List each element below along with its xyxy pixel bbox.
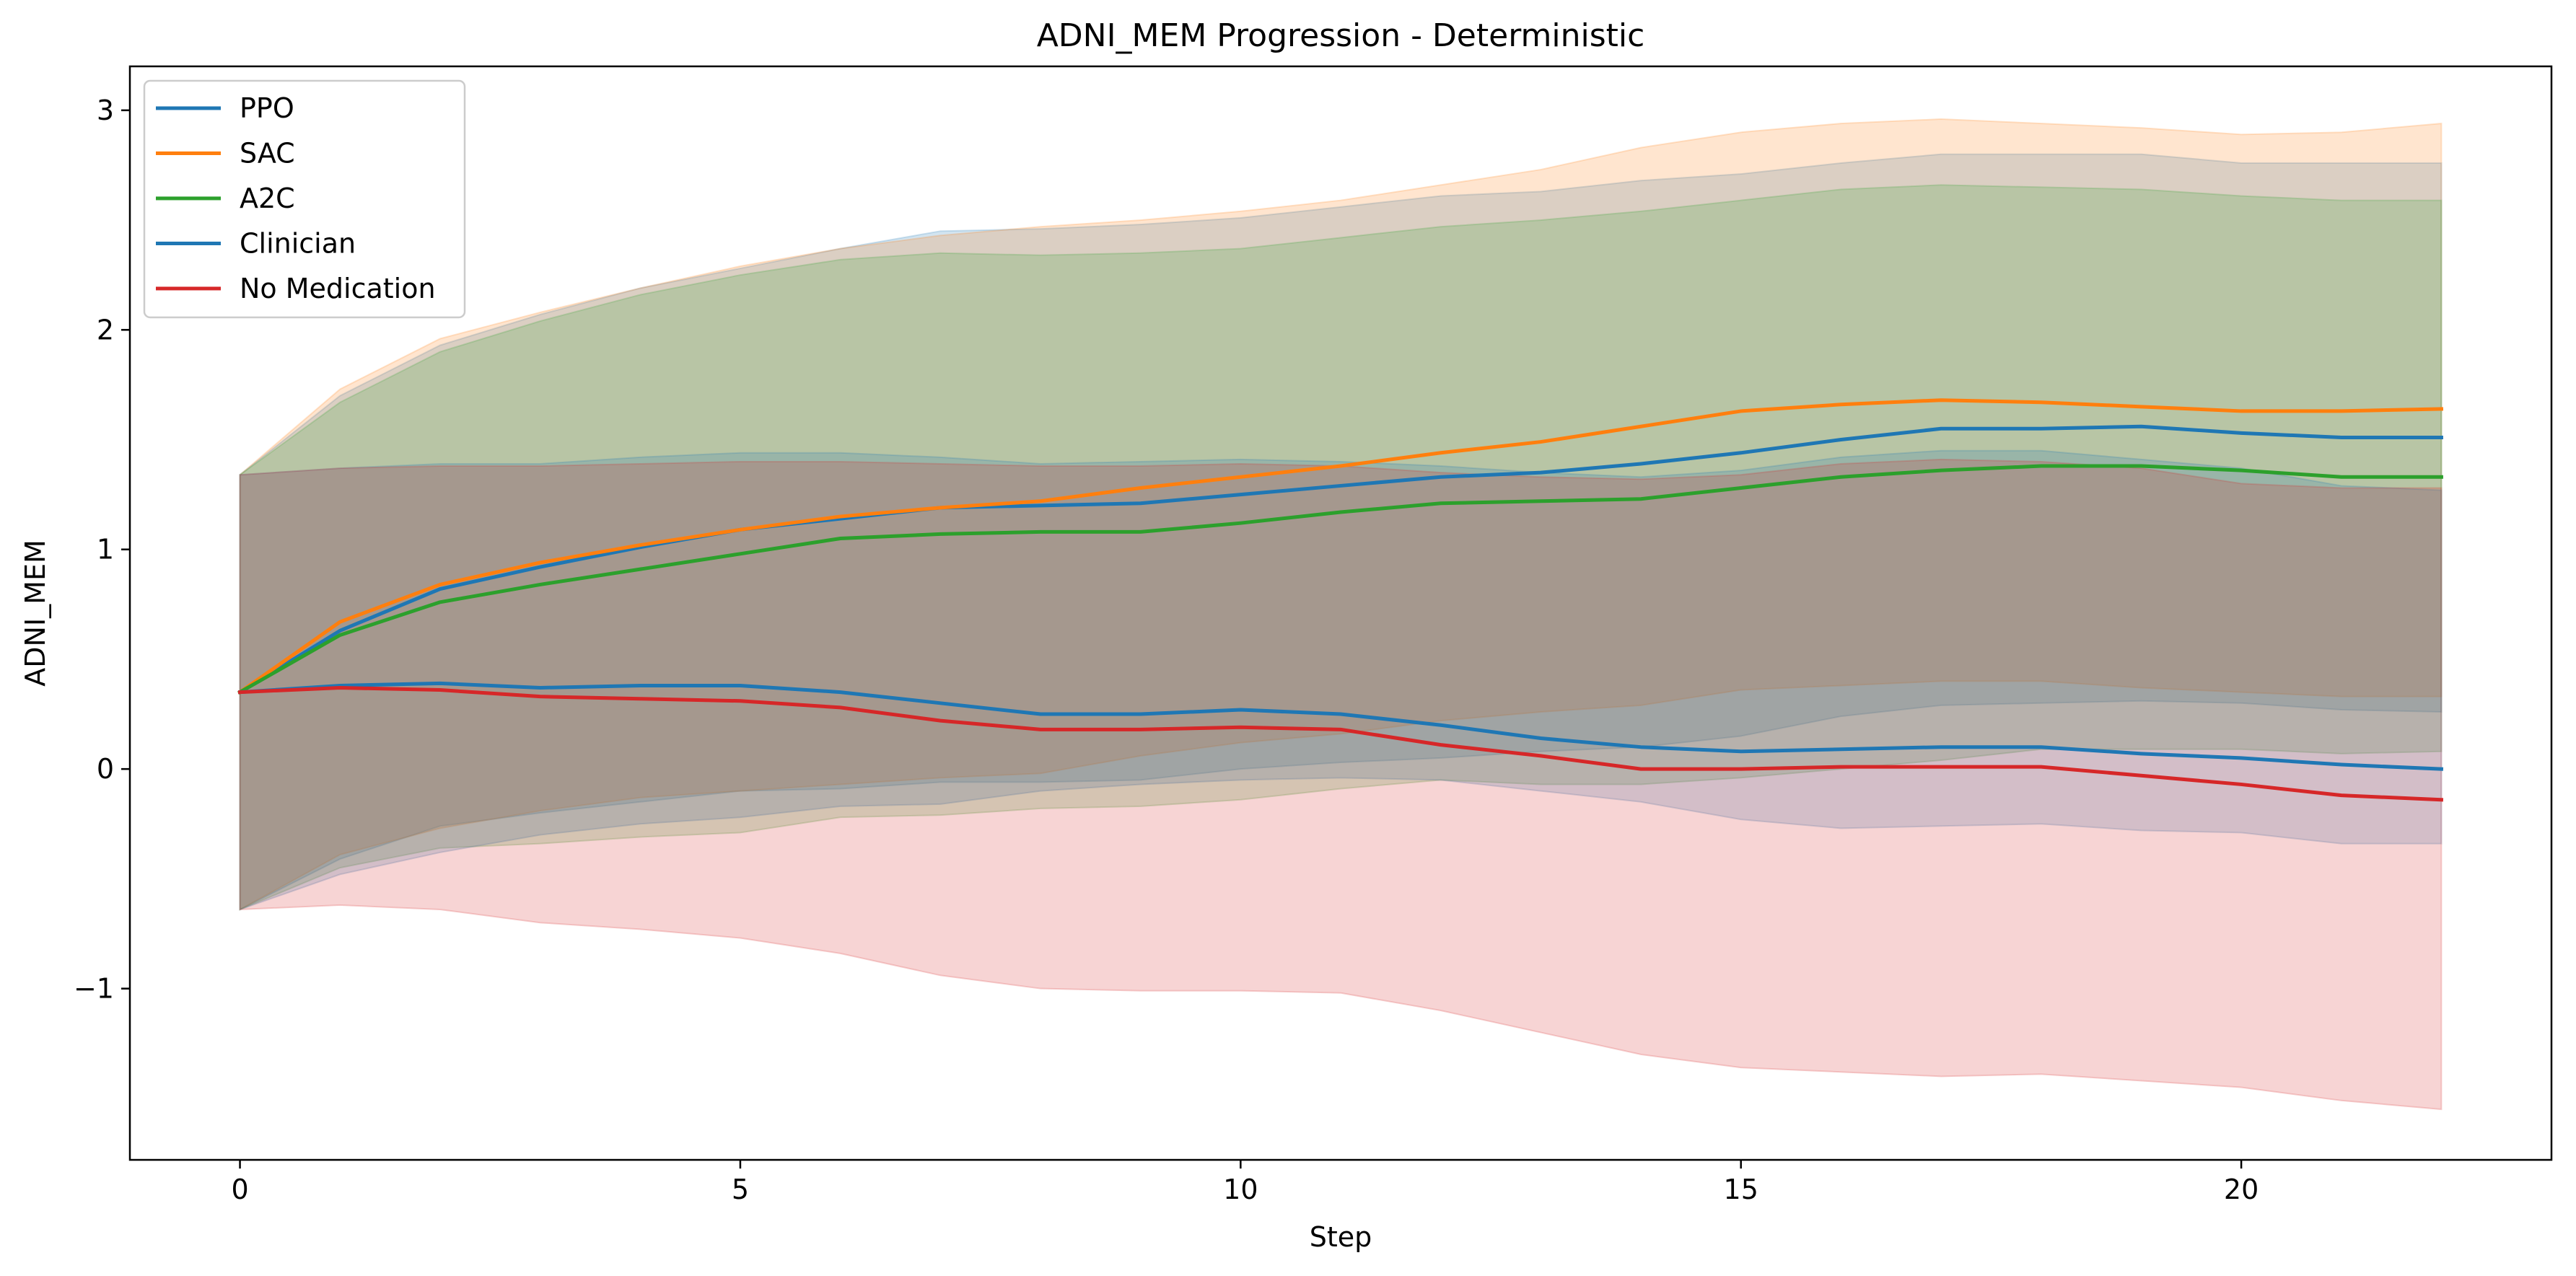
line-a2c	[237, 464, 2443, 695]
plot-frame	[128, 65, 2553, 1161]
x-axis: 0 5 10 15 20	[231, 1160, 2259, 1205]
legend-label-ppo: PPO	[240, 92, 294, 124]
x-tick-label: 15	[1724, 1174, 1758, 1205]
line-clinician	[237, 681, 2444, 771]
legend-label-a2c: A2C	[240, 182, 295, 214]
band-ppo	[239, 153, 2443, 911]
y-tick-label: 3	[97, 94, 114, 126]
y-tick-label: 1	[97, 534, 114, 566]
legend-box	[143, 79, 466, 319]
x-tick-label: 5	[732, 1174, 749, 1205]
chart-title: ADNI_MEM Progression - Deterministic	[1037, 17, 1645, 54]
confidence-bands	[239, 118, 2443, 1111]
legend: PPO SAC A2C Clinician No Medication	[143, 79, 466, 319]
y-tick-label: −1	[74, 973, 114, 1005]
y-axis-label: ADNI_MEM	[19, 540, 51, 686]
line-ppo	[237, 424, 2443, 695]
legend-label-no-medication: No Medication	[240, 273, 436, 304]
x-axis-label: Step	[1310, 1221, 1372, 1253]
y-axis: −1 0 1 2 3	[74, 94, 130, 1005]
x-tick-label: 20	[2224, 1174, 2259, 1205]
line-no-medication	[237, 686, 2444, 802]
series-lines	[237, 398, 2444, 802]
band-sac	[239, 118, 2443, 911]
line-sac	[237, 398, 2444, 695]
band-no-medication	[239, 458, 2443, 1111]
legend-label-sac: SAC	[240, 138, 295, 170]
band-a2c	[239, 184, 2443, 911]
y-tick-label: 2	[97, 314, 114, 346]
y-tick-label: 0	[97, 753, 114, 785]
band-clinician	[239, 449, 2443, 911]
legend-label-clinician: Clinician	[240, 228, 356, 260]
x-tick-label: 0	[231, 1174, 248, 1205]
x-tick-label: 10	[1223, 1174, 1258, 1205]
